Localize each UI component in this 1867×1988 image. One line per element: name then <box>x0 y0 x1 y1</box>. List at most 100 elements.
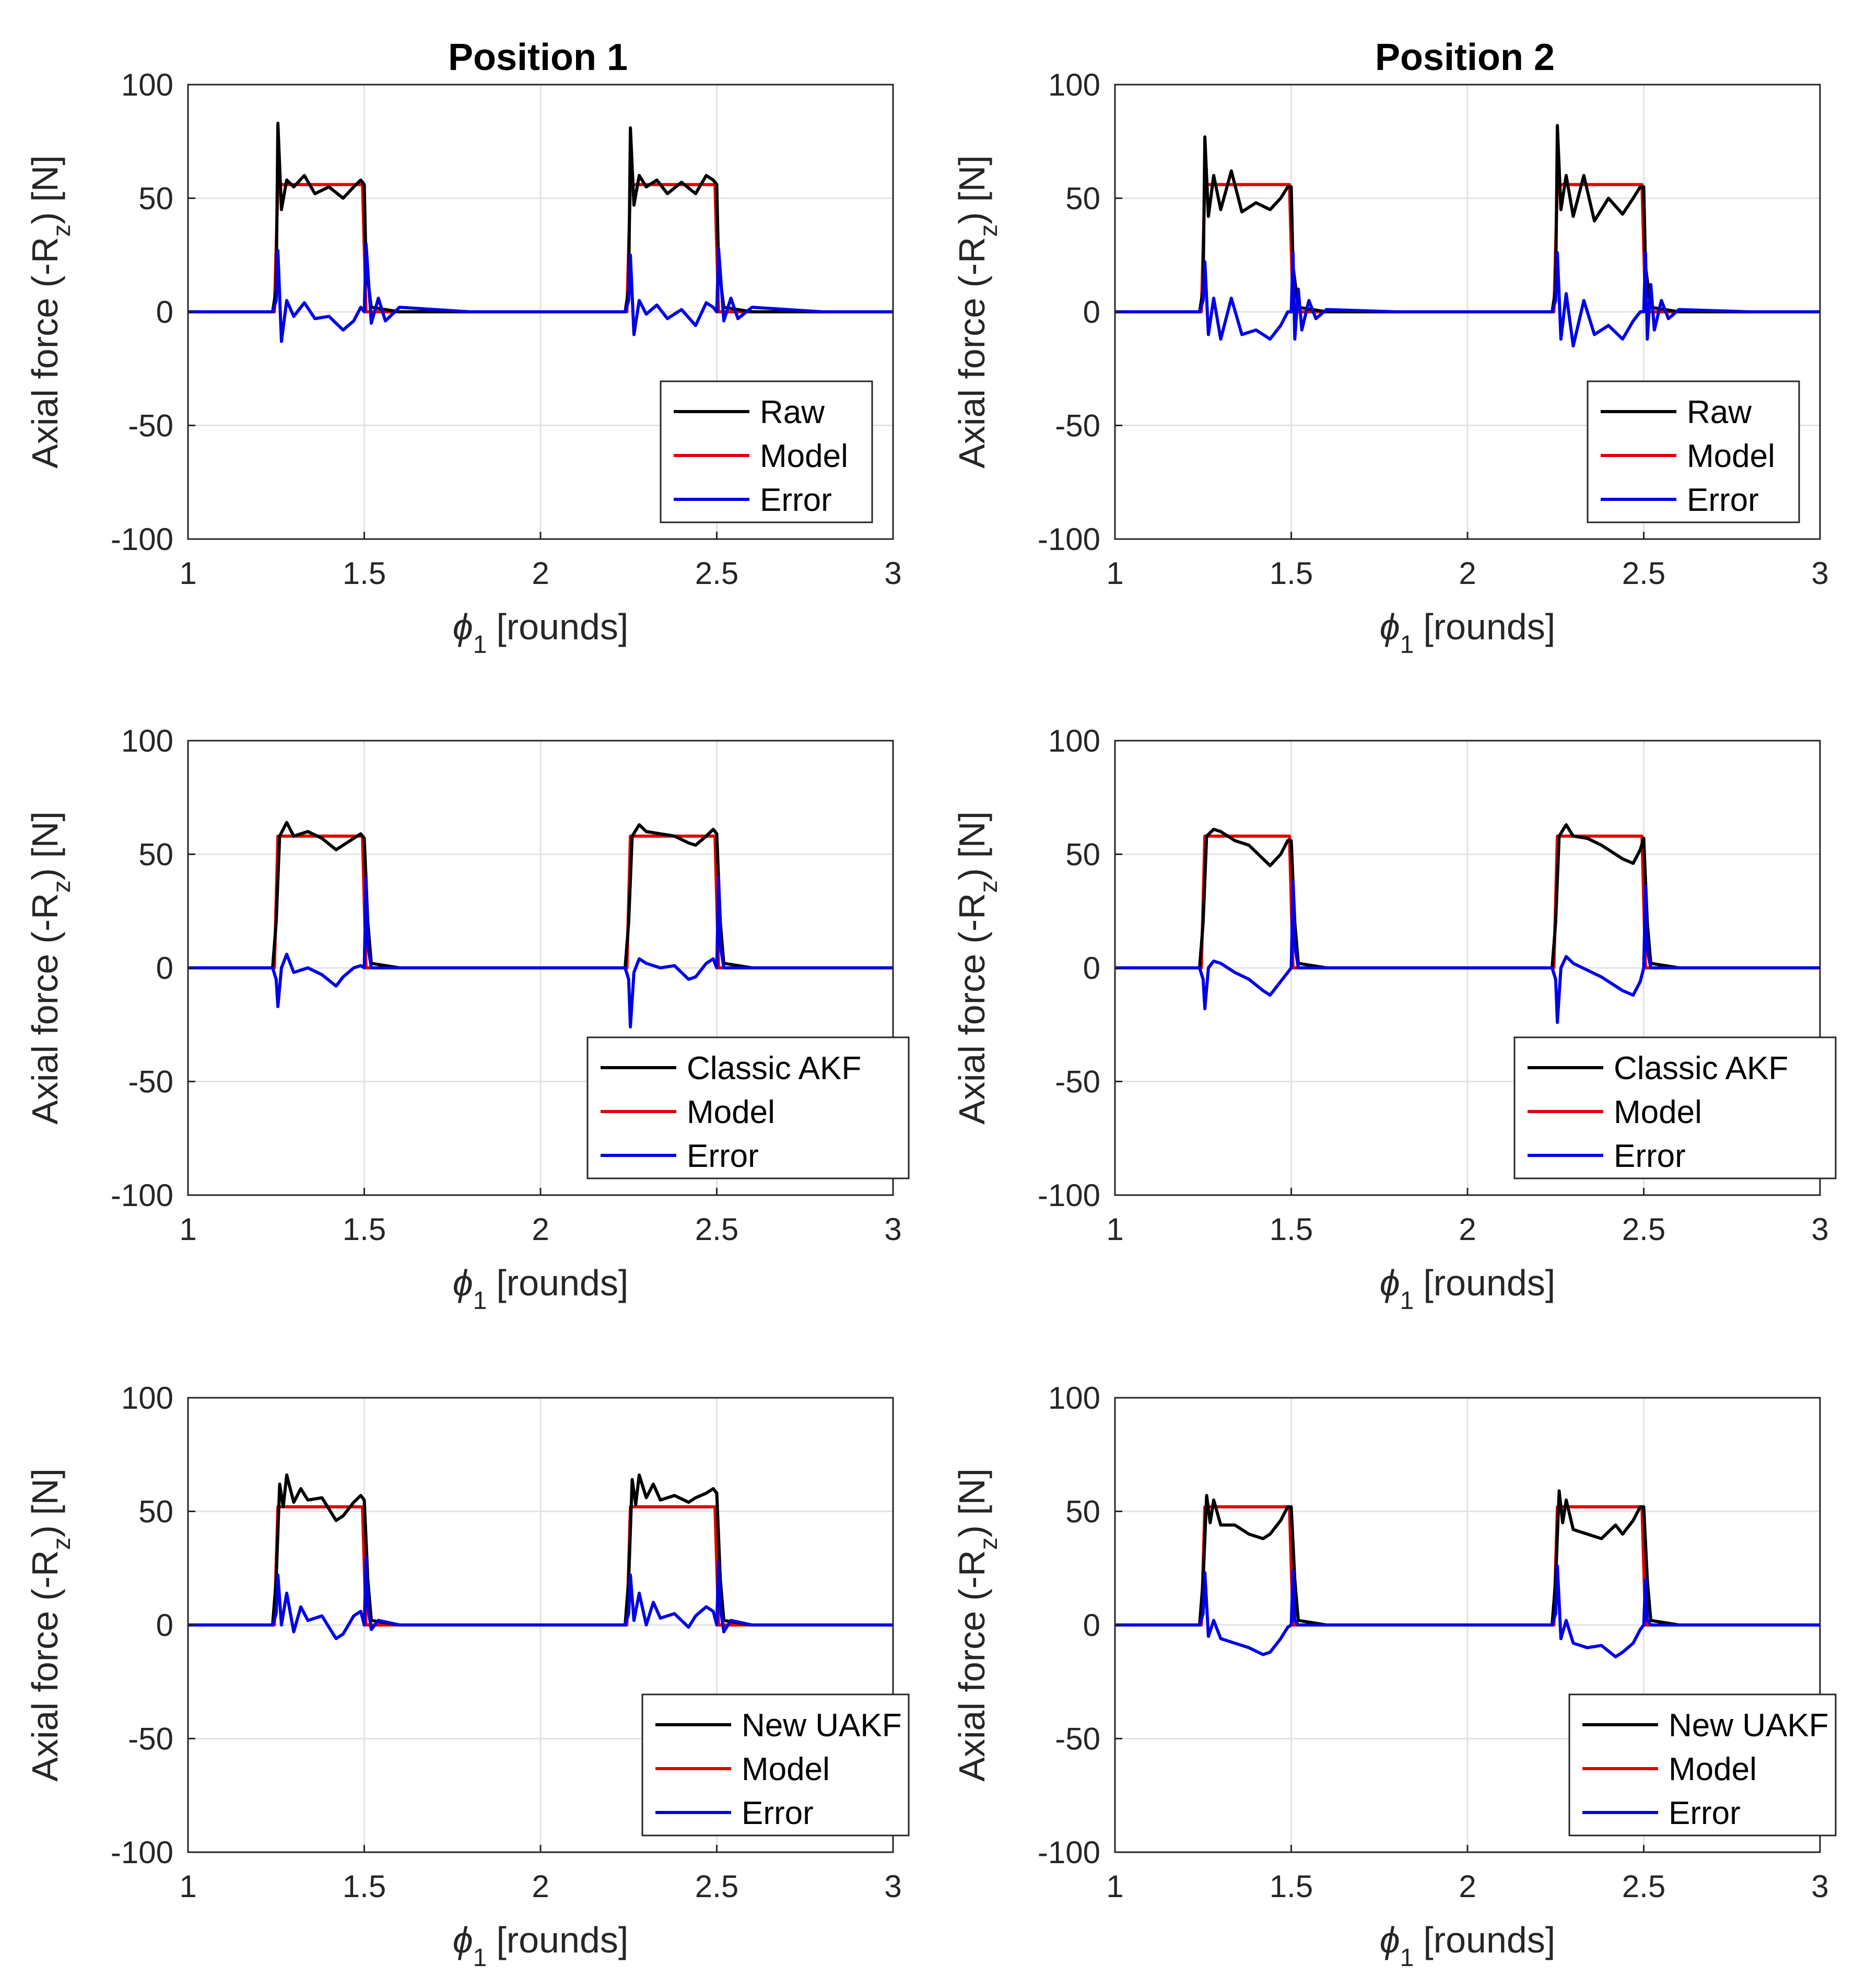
x-tick-label: 3 <box>884 556 901 591</box>
y-label-prefix: Axial force (-R <box>25 237 65 468</box>
y-tick-label: -100 <box>111 1835 173 1870</box>
x-label-symbol: ϕ <box>1380 1920 1400 1960</box>
x-tick-label: 2 <box>532 1869 549 1904</box>
y-tick-label: -50 <box>1055 1065 1100 1100</box>
x-label-subscript: 1 <box>473 1287 487 1315</box>
y-label-suffix: ) [N] <box>25 811 65 880</box>
x-tick-label: 2.5 <box>1622 556 1665 591</box>
y-tick-label: -100 <box>1038 1835 1100 1870</box>
legend: New UAKF Model Error <box>641 1693 910 1837</box>
legend-label-error: Error <box>742 1795 814 1831</box>
x-label-unit: [rounds] <box>1423 606 1555 647</box>
legend-label-raw: Classic AKF <box>687 1050 861 1086</box>
x-tick-label: 1 <box>179 556 196 591</box>
y-label-suffix: ) [N] <box>952 811 992 880</box>
legend-label-raw: New UAKF <box>742 1708 902 1744</box>
legend-label-raw: Classic AKF <box>1614 1050 1788 1086</box>
series-line-error <box>188 242 893 343</box>
y-axis-label: Axial force (-Rz) [N] <box>952 811 1003 1125</box>
x-label-subscript: 1 <box>1400 1944 1414 1972</box>
legend-label-error: Error <box>760 482 832 518</box>
x-label-symbol: ϕ <box>1380 606 1400 647</box>
x-tick-label: 1.5 <box>343 556 386 591</box>
x-tick-label: 1 <box>179 1869 196 1904</box>
x-tick-label: 3 <box>1811 1869 1828 1904</box>
x-tick-label: 2 <box>532 556 549 591</box>
y-tick-label: 100 <box>121 1381 173 1416</box>
legend-label-model: Model <box>1687 438 1775 474</box>
x-tick-label: 2 <box>1459 1869 1476 1904</box>
x-tick-label: 2 <box>532 1212 549 1247</box>
y-tick-label: 0 <box>1083 295 1100 330</box>
x-label-unit: [rounds] <box>496 1920 628 1960</box>
legend: Classic AKF Model Error <box>586 1036 910 1179</box>
legend-label-model: Model <box>1669 1751 1757 1787</box>
column-title-position-2: Position 2 <box>1375 37 1555 78</box>
y-label-subscript: z <box>48 224 76 237</box>
y-tick-label: 100 <box>121 723 173 758</box>
y-tick-label: 100 <box>121 67 173 102</box>
y-label-subscript: z <box>975 224 1003 237</box>
x-tick-label: 1 <box>1106 556 1123 591</box>
x-tick-label: 2.5 <box>695 556 738 591</box>
x-label-symbol: ϕ <box>453 1262 473 1303</box>
y-tick-label: 100 <box>1048 723 1100 758</box>
y-tick-label: -50 <box>1055 1722 1100 1757</box>
series-group <box>188 1473 893 1641</box>
legend-label-raw: Raw <box>1687 394 1752 430</box>
series-line-error <box>188 1555 893 1641</box>
y-tick-label: -100 <box>1038 1178 1100 1213</box>
x-label-subscript: 1 <box>473 631 487 659</box>
x-label-unit: [rounds] <box>496 1262 628 1303</box>
y-tick-label: 50 <box>138 181 173 216</box>
legend-label-raw: Raw <box>760 394 825 430</box>
y-label-subscript: z <box>975 880 1003 893</box>
legend-label-error: Error <box>1687 482 1759 518</box>
x-tick-label: 1.5 <box>343 1212 386 1247</box>
y-label-suffix: ) [N] <box>952 155 992 224</box>
series-line-error <box>1115 880 1820 1024</box>
y-tick-label: 50 <box>1065 837 1100 872</box>
y-tick-label: 100 <box>1048 67 1100 102</box>
legend-label-raw: New UAKF <box>1669 1708 1829 1744</box>
legend-label-model: Model <box>1614 1094 1702 1130</box>
y-label-prefix: Axial force (-R <box>952 237 992 468</box>
x-tick-label: 3 <box>884 1212 901 1247</box>
y-tick-label: 50 <box>1065 1494 1100 1529</box>
x-tick-label: 1.5 <box>1270 556 1313 591</box>
y-label-prefix: Axial force (-R <box>25 893 65 1124</box>
y-tick-label: -50 <box>1055 408 1100 443</box>
legend: Raw Model Error <box>660 380 873 523</box>
x-tick-label: 1.5 <box>1270 1212 1313 1247</box>
y-label-prefix: Axial force (-R <box>952 1550 992 1781</box>
y-tick-label: 0 <box>156 1608 173 1643</box>
series-line-error <box>1115 251 1820 348</box>
x-tick-label: 1 <box>1106 1212 1123 1247</box>
y-axis-label: Axial force (-Rz) [N] <box>25 1468 76 1782</box>
y-label-subscript: z <box>48 880 76 893</box>
legend-label-model: Model <box>760 438 848 474</box>
y-tick-label: -50 <box>128 1722 173 1757</box>
y-label-prefix: Axial force (-R <box>952 893 992 1124</box>
y-tick-label: 50 <box>1065 181 1100 216</box>
y-label-suffix: ) [N] <box>25 155 65 224</box>
x-axis-label: ϕ1 [rounds] <box>1380 606 1556 659</box>
x-tick-label: 2.5 <box>1622 1869 1665 1904</box>
x-label-unit: [rounds] <box>1423 1920 1555 1960</box>
y-tick-label: 0 <box>1083 951 1100 986</box>
y-tick-label: 0 <box>1083 1608 1100 1643</box>
x-tick-label: 1.5 <box>343 1869 386 1904</box>
series-group <box>1115 124 1820 348</box>
x-label-subscript: 1 <box>1400 1287 1414 1315</box>
x-tick-label: 2.5 <box>695 1869 738 1904</box>
x-tick-label: 1.5 <box>1270 1869 1313 1904</box>
y-tick-label: -50 <box>128 1065 173 1100</box>
x-tick-label: 2 <box>1459 1212 1476 1247</box>
y-tick-label: -100 <box>111 522 173 557</box>
